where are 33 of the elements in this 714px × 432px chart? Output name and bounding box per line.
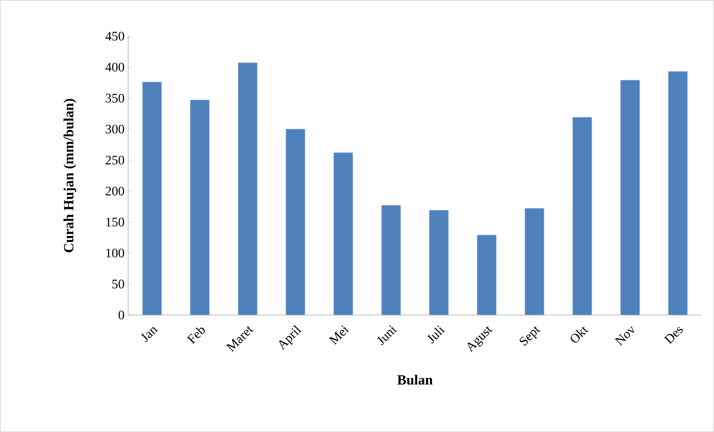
bar — [572, 117, 592, 315]
y-tick-label: 50 — [112, 280, 124, 288]
x-tick-label: Des — [664, 326, 683, 344]
bar — [620, 80, 640, 315]
x-tick-label: Juli — [427, 326, 446, 344]
x-tick-label: Jan — [140, 327, 158, 342]
y-tick-label: 450 — [105, 32, 124, 40]
bar — [190, 100, 210, 315]
y-tick-label: 150 — [106, 218, 124, 226]
bar — [334, 152, 353, 315]
bar — [286, 128, 306, 315]
y-axis-title: Curah Hujan (mm/bulan) — [64, 98, 76, 252]
x-tick-label: Mei — [328, 325, 350, 345]
bar — [142, 82, 162, 315]
x-axis-title: Bulan — [397, 374, 433, 385]
y-tick-label: 350 — [106, 94, 124, 102]
bar — [476, 234, 496, 315]
x-tick-label: Juni — [376, 325, 397, 346]
y-tick-label: 200 — [106, 186, 124, 196]
x-tick-label: Sept — [520, 326, 540, 346]
y-tick-label: 300 — [106, 124, 124, 134]
y-tick-label: 100 — [106, 248, 124, 258]
bar — [668, 71, 688, 315]
x-tick-label: Okt — [570, 326, 588, 343]
x-tick-label: Nov — [614, 326, 634, 346]
bar — [238, 62, 258, 315]
y-tick-label: 400 — [105, 62, 124, 72]
bar — [524, 208, 544, 315]
x-tick-label: Feb — [186, 327, 205, 344]
bar — [381, 205, 401, 315]
y-tick-label: 0 — [118, 310, 124, 320]
bar — [429, 210, 449, 315]
y-tick-label: 250 — [106, 156, 124, 164]
